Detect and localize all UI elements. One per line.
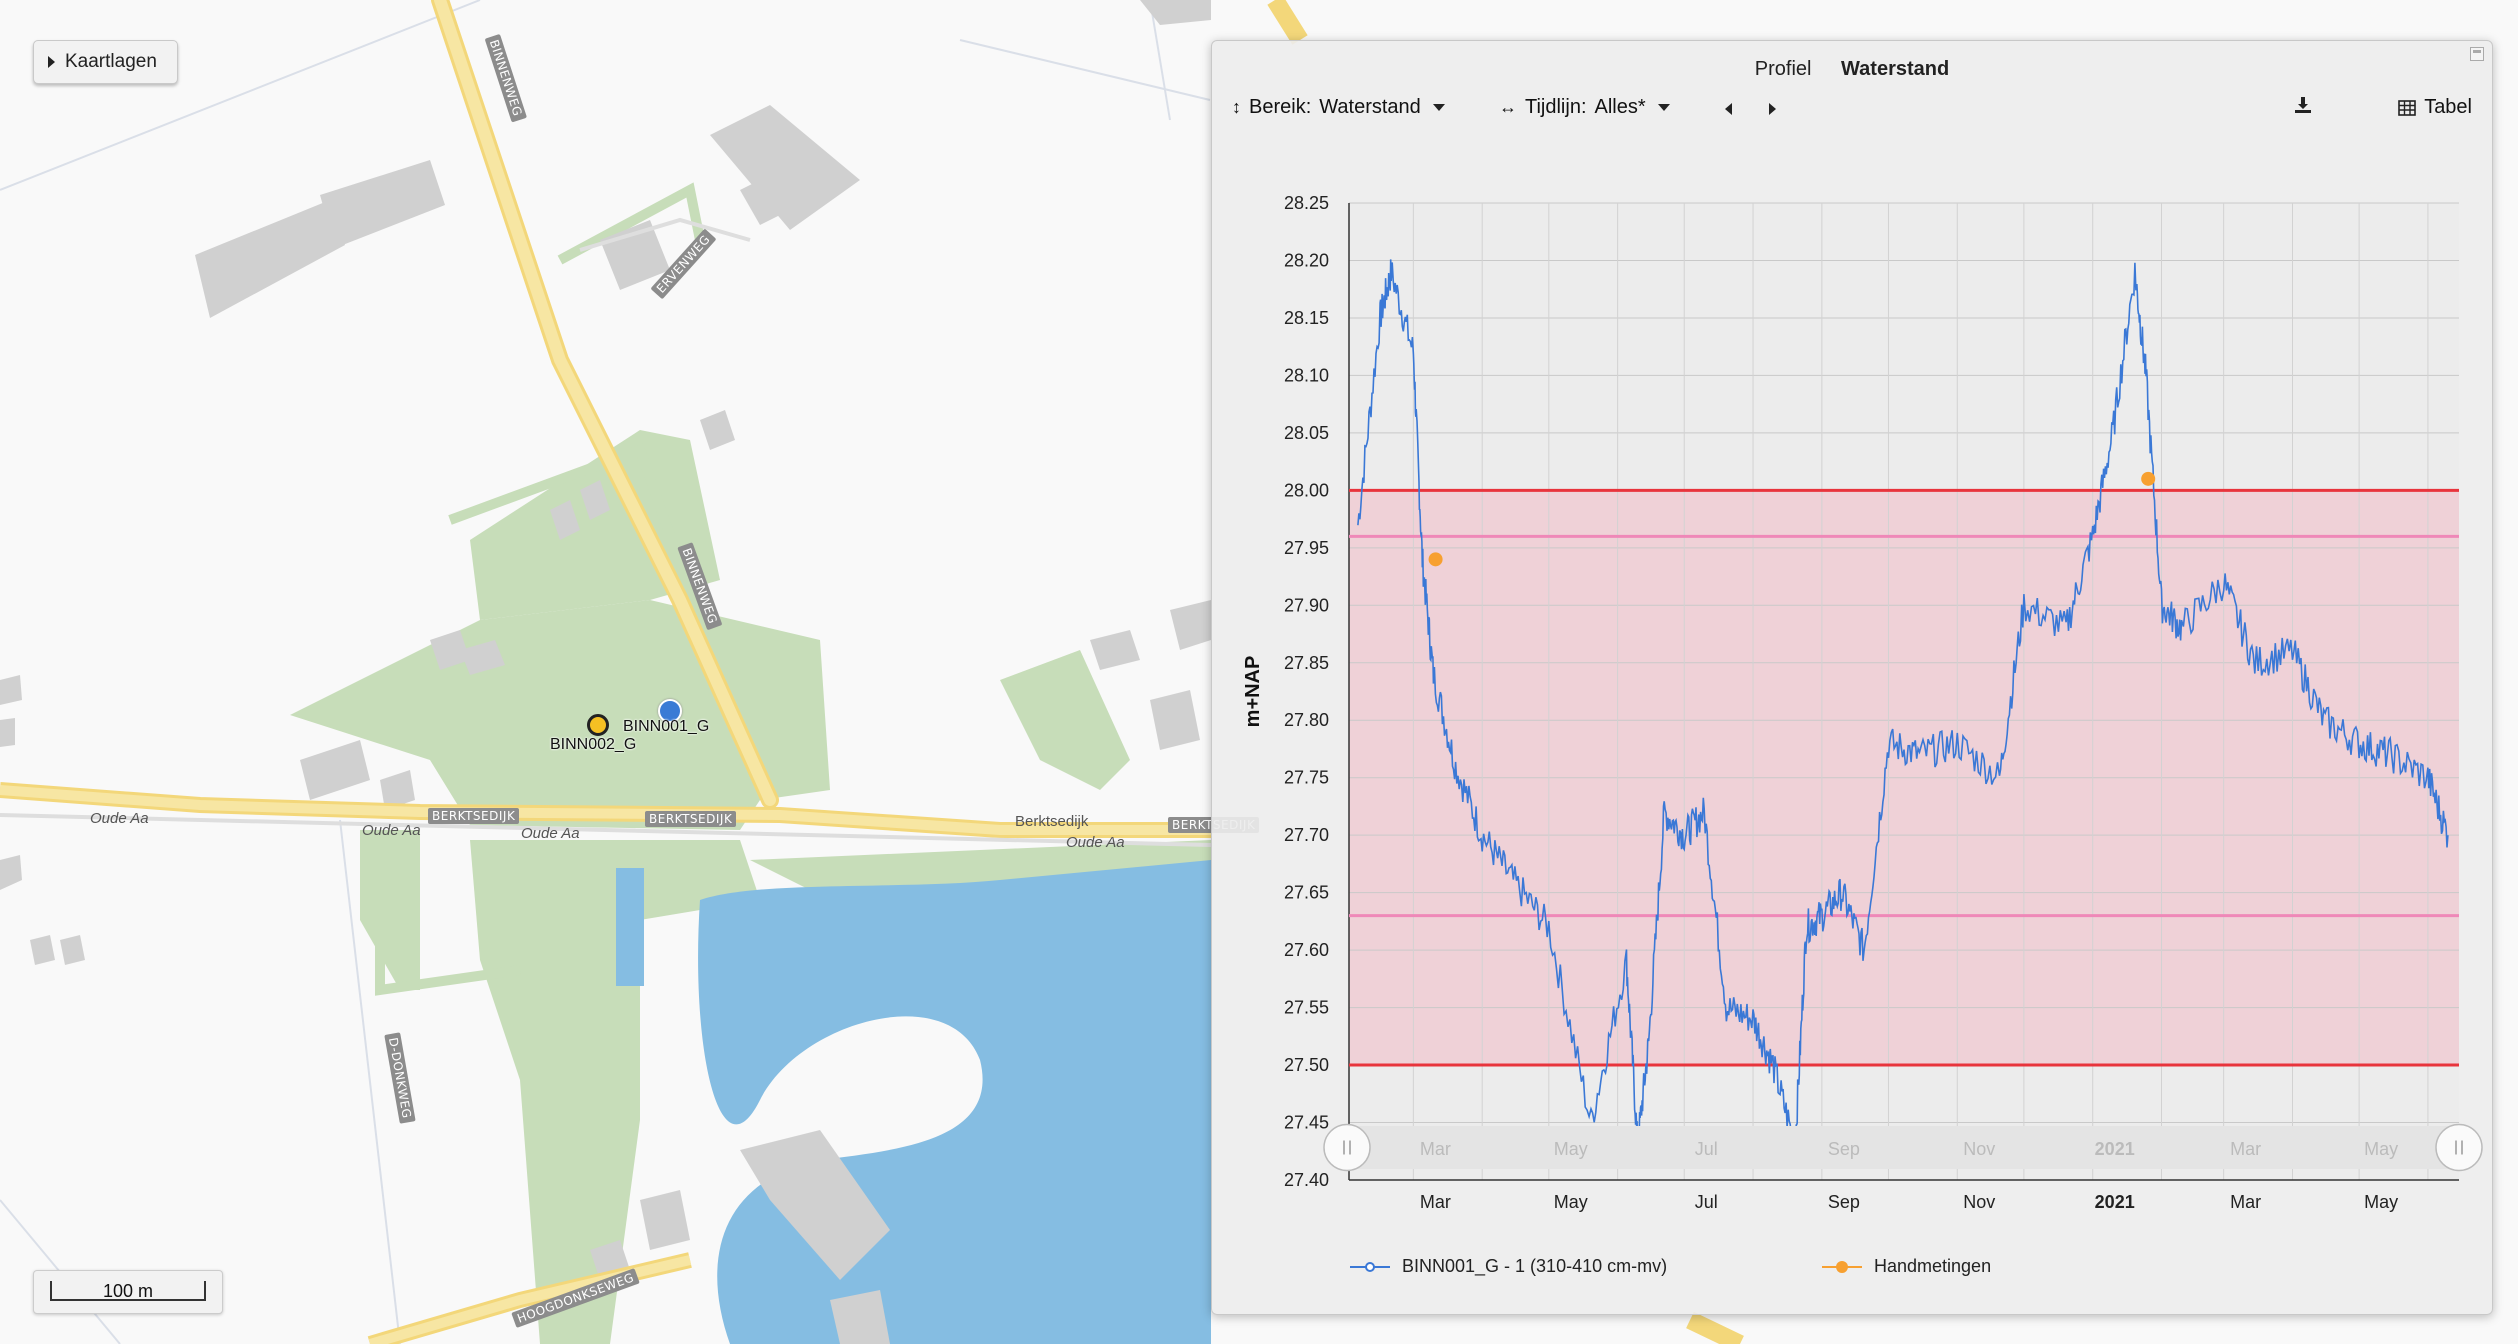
y-tick-label: 27.45 bbox=[1284, 1113, 1329, 1133]
y-tick-label: 27.40 bbox=[1284, 1170, 1329, 1190]
map-layers-label: Kaartlagen bbox=[65, 51, 157, 72]
bereik-value: Waterstand bbox=[1319, 96, 1421, 118]
well-label-binn002: BINN002_G bbox=[550, 736, 637, 753]
bereik-dropdown[interactable]: ↕ Bereik: Waterstand bbox=[1232, 96, 1445, 119]
tijdlijn-label: Tijdlijn: bbox=[1525, 96, 1587, 118]
legend-item-handmetingen[interactable]: Handmetingen bbox=[1822, 1256, 1991, 1277]
y-axis-label: m+NAP bbox=[1242, 656, 1264, 728]
legend-label: Handmetingen bbox=[1874, 1256, 1992, 1276]
street-label: BERKTSEDIJK bbox=[645, 811, 737, 827]
map-scale: 100 m bbox=[33, 1270, 223, 1314]
vertical-arrows-icon: ↕ bbox=[1232, 97, 1241, 117]
well-marker-binn001[interactable] bbox=[658, 699, 682, 723]
chart-toolbar: ↕ Bereik: Waterstand ↔ Tijdlijn: Alles* … bbox=[1232, 96, 2472, 126]
navigator-tick-label: Nov bbox=[1963, 1139, 1995, 1159]
download-icon bbox=[2295, 97, 2311, 113]
y-tick-label: 27.80 bbox=[1284, 710, 1329, 730]
tijdlijn-value: Alles* bbox=[1594, 96, 1646, 118]
road-name-label: Oude Aa bbox=[521, 825, 580, 842]
panel-tabs: Profiel Waterstand bbox=[1212, 58, 2492, 81]
table-label: Tabel bbox=[2424, 96, 2472, 118]
y-tick-label: 28.10 bbox=[1284, 365, 1329, 385]
prev-icon bbox=[1725, 103, 1732, 115]
chevron-down-icon bbox=[1657, 104, 1670, 111]
y-tick-label: 28.00 bbox=[1284, 480, 1329, 500]
navigator-tick-label: Mar bbox=[1420, 1139, 1451, 1159]
navigator-tick-label: Sep bbox=[1828, 1139, 1860, 1159]
navigator-tick-label: May bbox=[2364, 1139, 2398, 1159]
previous-period-button[interactable] bbox=[1725, 103, 1732, 115]
road-name-label: Berktsedijk bbox=[1015, 813, 1089, 830]
road-name-label: Oude Aa bbox=[1066, 834, 1125, 851]
street-label: BERKTSEDIJK bbox=[428, 808, 520, 824]
series-line-binn001 bbox=[1357, 259, 2449, 1154]
navigator-tick-label: May bbox=[1554, 1139, 1588, 1159]
waterlevel-panel: Profiel Waterstand ↕ Bereik: Waterstand … bbox=[1211, 40, 2493, 1315]
x-tick-label: Nov bbox=[1963, 1192, 1995, 1212]
download-button[interactable] bbox=[2294, 96, 2312, 114]
y-tick-label: 27.75 bbox=[1284, 768, 1329, 788]
tab-profiel[interactable]: Profiel bbox=[1754, 58, 1812, 80]
x-tick-label: Mar bbox=[2230, 1192, 2261, 1212]
navigator-handle-right[interactable] bbox=[2435, 1123, 2483, 1172]
table-icon bbox=[2398, 99, 2416, 116]
chart-legend: BINN001_G - 1 (310-410 cm-mv) Handmeting… bbox=[1212, 1256, 2492, 1286]
handmeting-point bbox=[1428, 552, 1443, 567]
x-tick-label: May bbox=[2364, 1192, 2398, 1212]
y-tick-label: 27.95 bbox=[1284, 538, 1329, 558]
point-series-icon bbox=[1822, 1260, 1862, 1273]
x-tick-label: Sep bbox=[1828, 1192, 1860, 1212]
road-name-label: Oude Aa bbox=[90, 810, 149, 827]
legend-item-binn001[interactable]: BINN001_G - 1 (310-410 cm-mv) bbox=[1350, 1256, 1667, 1277]
navigator-track bbox=[1349, 1126, 2459, 1169]
scale-label: 100 m bbox=[50, 1281, 206, 1301]
waterlevel-chart[interactable]: 28.25 28.20 28.15 28.10 28.05 28.00 27.95 27.90… bbox=[1212, 131, 2492, 1231]
bereik-label: Bereik: bbox=[1249, 96, 1312, 118]
y-tick-label: 28.20 bbox=[1284, 250, 1329, 270]
y-tick-label: 27.60 bbox=[1284, 940, 1329, 960]
navigator-handle-left[interactable] bbox=[1323, 1123, 1371, 1172]
handmeting-point bbox=[2141, 471, 2156, 486]
y-tick-label: 28.15 bbox=[1284, 308, 1329, 328]
chevron-down-icon bbox=[1432, 104, 1445, 111]
y-tick-label: 27.70 bbox=[1284, 825, 1329, 845]
y-tick-label: 27.50 bbox=[1284, 1055, 1329, 1075]
next-period-button[interactable] bbox=[1769, 103, 1776, 115]
map-layers-button[interactable]: Kaartlagen bbox=[33, 40, 178, 84]
legend-label: BINN001_G - 1 (310-410 cm-mv) bbox=[1402, 1256, 1668, 1276]
x-tick-label: 2021 bbox=[2095, 1192, 2135, 1212]
navigator-tick-label: 2021 bbox=[2095, 1139, 2135, 1159]
x-tick-label: May bbox=[1554, 1192, 1588, 1212]
road-name-label: Oude Aa bbox=[362, 822, 421, 839]
table-button[interactable]: Tabel bbox=[2398, 96, 2472, 119]
y-tick-label: 27.90 bbox=[1284, 595, 1329, 615]
y-tick-label: 27.85 bbox=[1284, 653, 1329, 673]
x-tick-label: Mar bbox=[1420, 1192, 1451, 1212]
expand-arrow-icon bbox=[48, 56, 55, 68]
next-icon bbox=[1769, 103, 1776, 115]
well-label-binn001: BINN001_G bbox=[623, 718, 710, 735]
x-tick-label: Jul bbox=[1695, 1192, 1718, 1212]
y-tick-label: 27.55 bbox=[1284, 998, 1329, 1018]
tijdlijn-dropdown[interactable]: ↔ Tijdlijn: Alles* bbox=[1499, 96, 1670, 119]
minimize-button[interactable] bbox=[2470, 47, 2484, 61]
y-tick-label: 28.05 bbox=[1284, 423, 1329, 443]
y-tick-label: 28.25 bbox=[1284, 193, 1329, 213]
y-tick-label: 27.65 bbox=[1284, 883, 1329, 903]
navigator-tick-label: Mar bbox=[2230, 1139, 2261, 1159]
tab-waterstand[interactable]: Waterstand bbox=[1841, 58, 1950, 80]
line-series-icon bbox=[1350, 1261, 1390, 1272]
well-marker-binn002[interactable] bbox=[587, 714, 609, 736]
navigator-tick-label: Jul bbox=[1695, 1139, 1718, 1159]
horizontal-arrows-icon: ↔ bbox=[1499, 97, 1517, 117]
